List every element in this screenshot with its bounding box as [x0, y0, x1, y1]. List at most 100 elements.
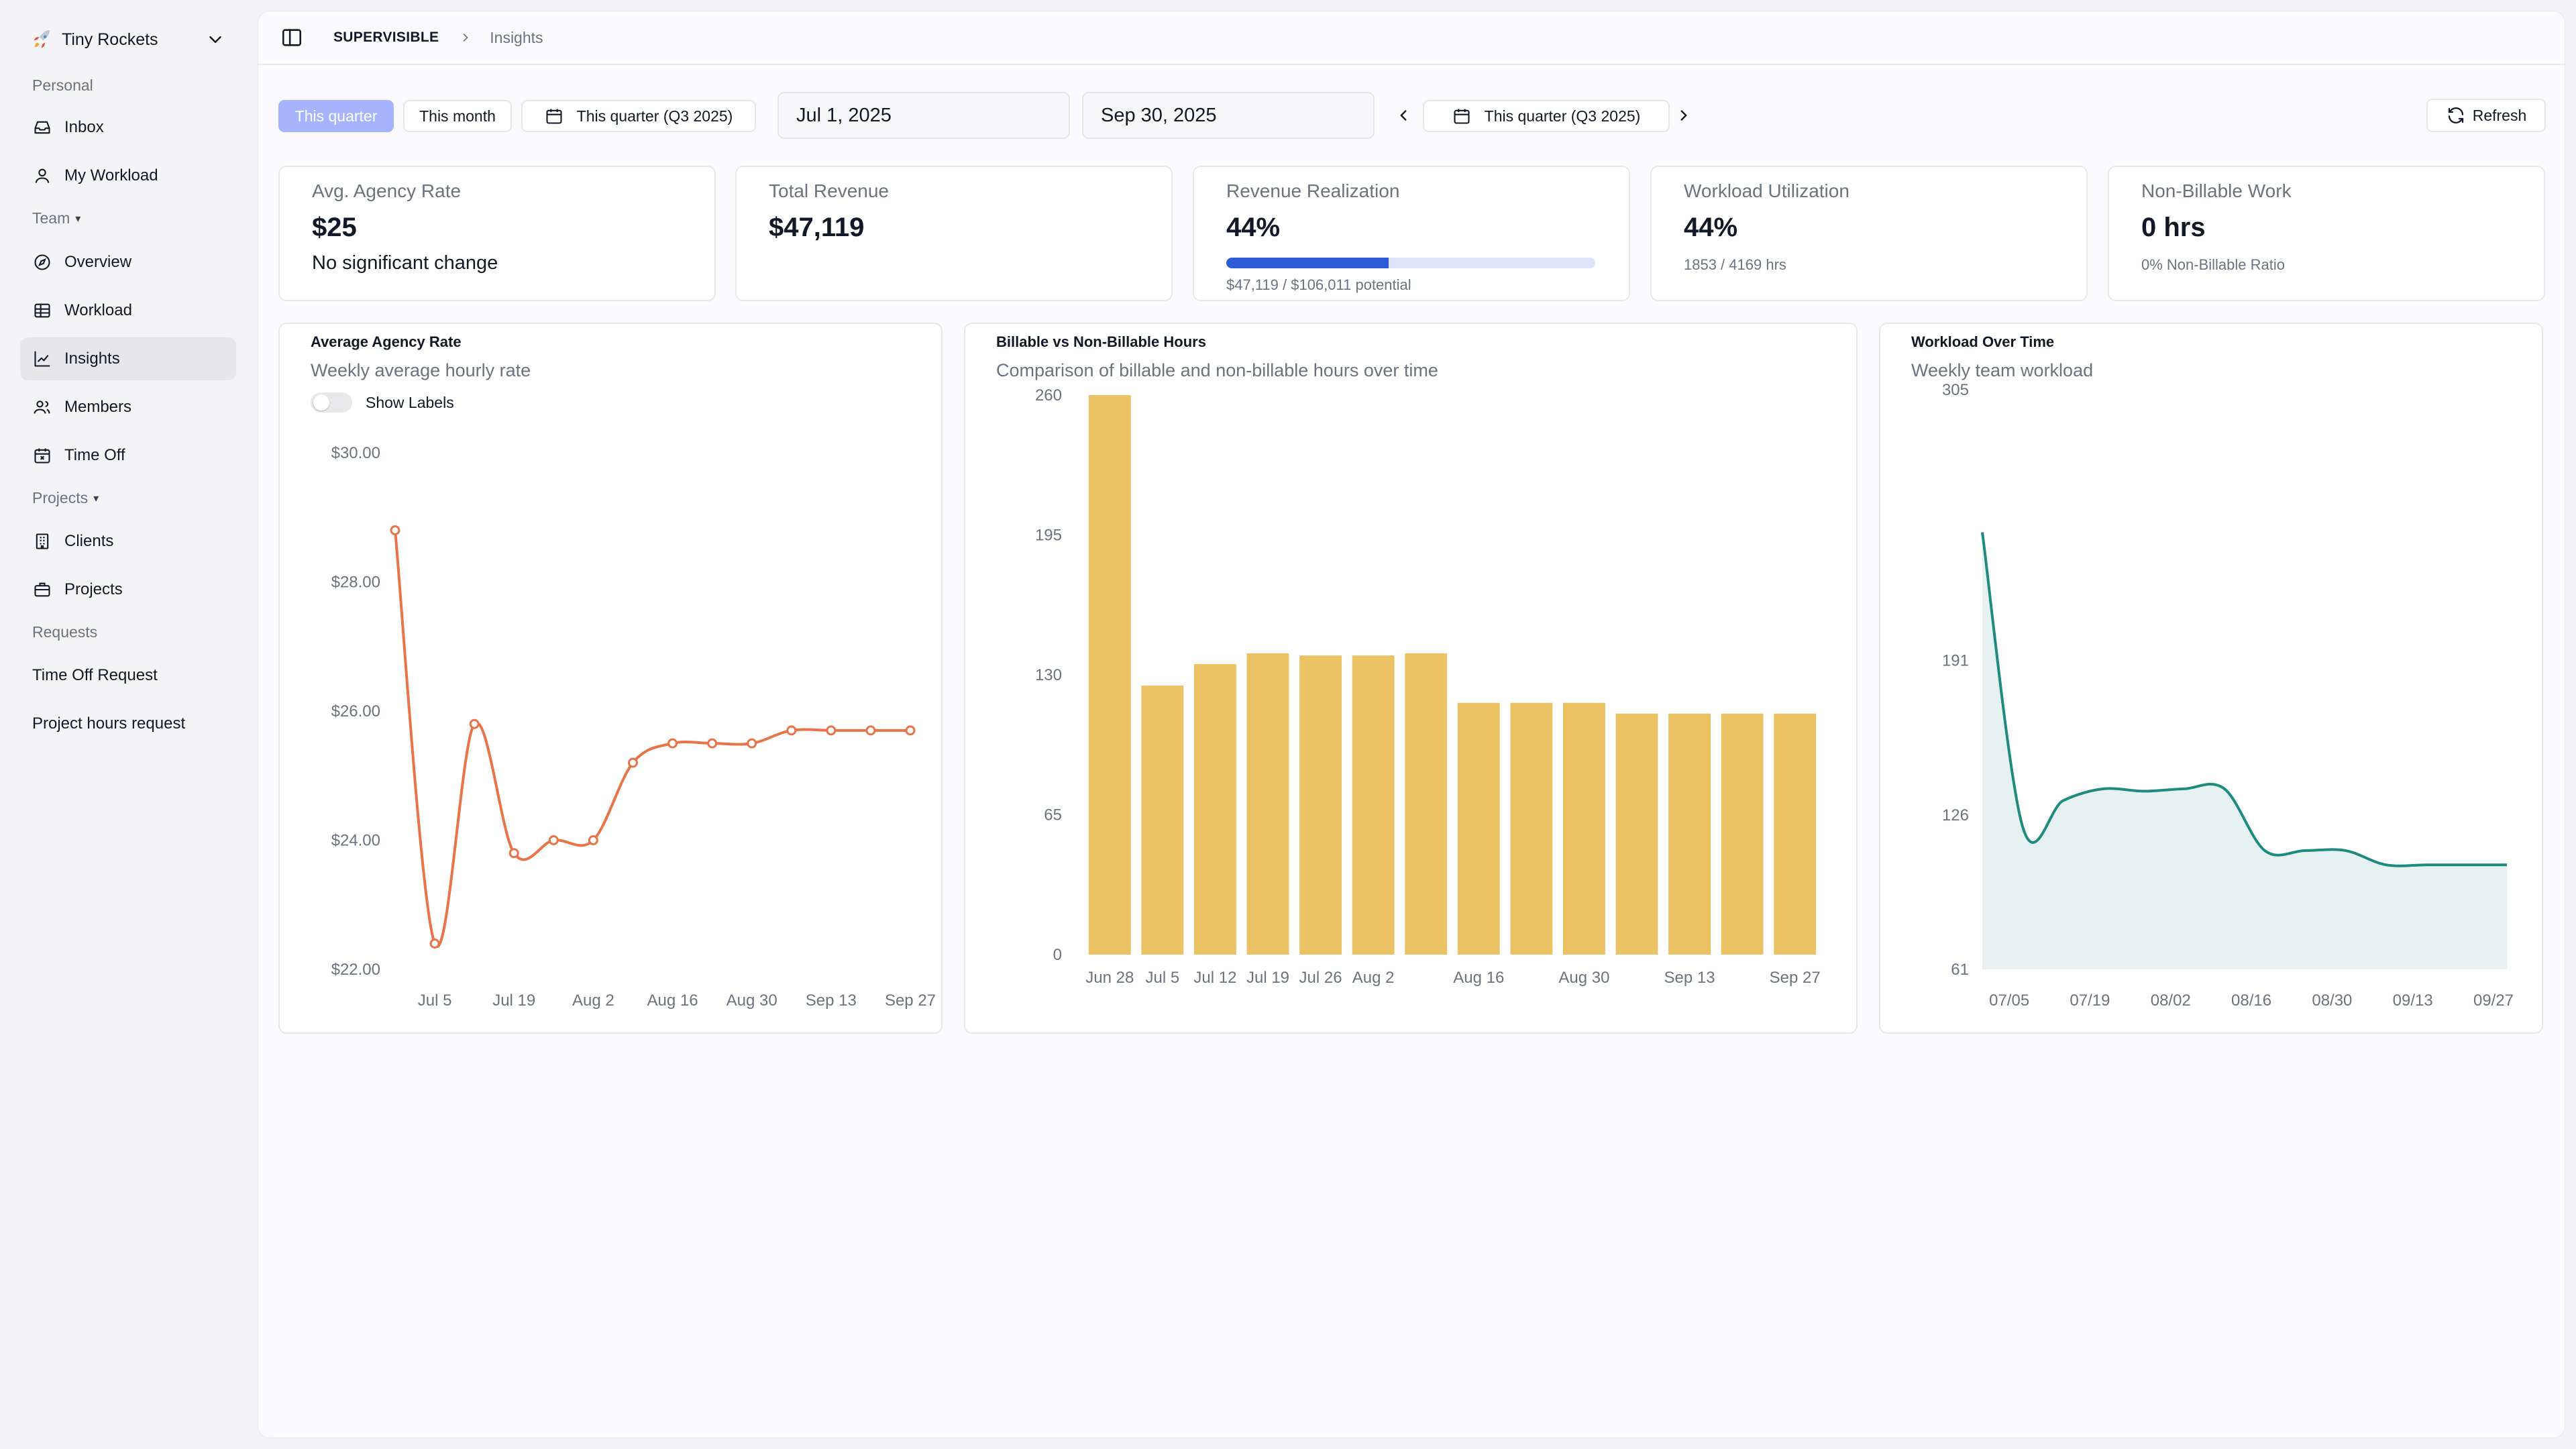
- y-tick-label: $30.00: [331, 444, 380, 462]
- x-tick-label: 07/19: [2070, 991, 2110, 1010]
- sidebar: Tiny Rockets Personal Inbox My Workload …: [0, 0, 258, 1449]
- kpi-detail: 0% Non-Billable Ratio: [2141, 256, 2285, 273]
- sidebar-item-members[interactable]: Members: [20, 386, 236, 429]
- x-tick-label: Aug 16: [647, 991, 698, 1010]
- y-tick-label: 195: [1035, 527, 1062, 545]
- y-tick-label: $28.00: [331, 574, 380, 592]
- section-requests-label: Requests: [32, 623, 98, 641]
- workload-line: [1981, 532, 2507, 867]
- kpi-title: Avg. Agency Rate: [312, 180, 462, 201]
- kpi-title: Non-Billable Work: [2141, 180, 2292, 201]
- x-tick-label: Aug 2: [572, 991, 614, 1010]
- kpi-non-billable-work: Non-Billable Work 0 hrs 0% Non-Billable …: [2108, 166, 2545, 301]
- bar: [1563, 702, 1605, 955]
- bar: [1774, 713, 1817, 955]
- rate-point: [786, 725, 797, 736]
- briefcase-icon: [32, 580, 52, 600]
- x-tick-label: Jul 12: [1193, 969, 1236, 987]
- period-picker-button[interactable]: This quarter (Q3 2025): [1423, 100, 1670, 132]
- sidebar-item-overview[interactable]: Overview: [20, 241, 236, 284]
- range-picker-label: This quarter (Q3 2025): [576, 107, 733, 125]
- panel-left-icon: [282, 29, 302, 46]
- sidebar-item-insights[interactable]: Insights: [20, 337, 236, 380]
- y-tick-label: $22.00: [331, 961, 380, 979]
- previous-period-button[interactable]: [1393, 105, 1413, 125]
- rate-point: [508, 848, 519, 859]
- this-quarter-button[interactable]: This quarter: [278, 100, 394, 132]
- range-picker-button[interactable]: This quarter (Q3 2025): [521, 100, 756, 132]
- sidebar-item-label: Time Off Request: [32, 666, 158, 684]
- y-tick-label: 61: [1951, 961, 1969, 979]
- end-date-input[interactable]: [1082, 92, 1375, 139]
- this-month-button[interactable]: This month: [403, 100, 512, 132]
- date-toolbar: This quarter This month This quarter (Q3…: [278, 92, 2546, 139]
- sidebar-item-label: Insights: [64, 350, 120, 368]
- caret-down-icon: ▾: [75, 213, 81, 225]
- bar: [1194, 663, 1236, 955]
- kpi-note: No significant change: [312, 252, 498, 274]
- chart-subtitle: Weekly team workload: [1911, 360, 2094, 380]
- sidebar-item-clients[interactable]: Clients: [20, 520, 236, 563]
- x-tick-label: Jul 5: [418, 991, 452, 1010]
- sidebar-item-project-hours-request[interactable]: Project hours request: [20, 702, 236, 745]
- x-tick-label: Jul 19: [1246, 969, 1289, 987]
- compass-icon: [32, 252, 52, 272]
- toggle-sidebar-button[interactable]: [278, 24, 305, 51]
- billable-hours-bar-chart: 260 195 130 65 0 Jun 28 Jul 5 Jul 12 Jul 19 Jul 2…: [1035, 386, 1821, 987]
- kpi-total-revenue: Total Revenue $47,119: [735, 166, 1173, 301]
- x-tick-label: Jun 28: [1085, 969, 1134, 987]
- sidebar-item-time-off-request[interactable]: Time Off Request: [20, 654, 236, 697]
- workload-area: [1982, 532, 2507, 969]
- chevron-right-icon: [1680, 110, 1687, 121]
- workload-area-chart: 305 191 126 61 07/05 07/19 08/02 08/16 08/30 09/1…: [1942, 381, 2514, 1010]
- rate-point: [588, 835, 598, 845]
- x-tick-label: Aug 16: [1453, 969, 1504, 987]
- rate-point: [627, 757, 638, 768]
- sidebar-item-label: Members: [64, 398, 132, 416]
- sidebar-item-my-workload[interactable]: My Workload: [20, 154, 236, 197]
- y-tick-label: $26.00: [331, 702, 380, 720]
- section-team[interactable]: Team ▾: [32, 209, 80, 227]
- kpi-detail: 1853 / 4169 hrs: [1684, 256, 1786, 273]
- kpi-workload-utilization: Workload Utilization 44% 1853 / 4169 hrs: [1650, 166, 2088, 301]
- bar: [1721, 713, 1764, 955]
- y-tick-label: $24.00: [331, 832, 380, 850]
- sidebar-item-projects[interactable]: Projects: [20, 568, 236, 611]
- x-tick-label: Jul 5: [1146, 969, 1180, 987]
- y-tick-label: 305: [1942, 381, 1969, 399]
- calendar-x-icon: [32, 445, 52, 466]
- x-tick-label: Sep 13: [806, 991, 857, 1010]
- x-tick-label: 09/13: [2393, 991, 2433, 1010]
- sidebar-item-inbox[interactable]: Inbox: [20, 106, 236, 149]
- x-tick-label: 09/27: [2473, 991, 2514, 1010]
- agency-rate-line-chart: $30.00 $28.00 $26.00 $24.00 $22.00 Jul 5 Jul 1…: [331, 444, 936, 1010]
- sidebar-item-label: Inbox: [64, 118, 104, 136]
- workspace-switcher[interactable]: Tiny Rockets: [20, 20, 236, 59]
- refresh-label: Refresh: [2472, 106, 2527, 124]
- sidebar-item-workload[interactable]: Workload: [20, 289, 236, 332]
- sidebar-item-label: Projects: [64, 580, 123, 598]
- bar: [1615, 713, 1658, 955]
- this-quarter-label: This quarter: [294, 107, 378, 125]
- start-date-input[interactable]: [777, 92, 1070, 139]
- x-tick-label: Jul 26: [1299, 969, 1342, 987]
- section-projects[interactable]: Projects ▾: [32, 489, 99, 507]
- bar: [1088, 395, 1131, 955]
- breadcrumb-root[interactable]: SUPERVISIBLE: [333, 30, 439, 45]
- x-tick-label: 08/16: [2231, 991, 2271, 1010]
- next-period-button[interactable]: [1674, 105, 1694, 125]
- kpi-value: 44%: [1684, 213, 1738, 242]
- chart-title: Workload Over Time: [1911, 333, 2055, 350]
- y-tick-label: 260: [1035, 386, 1062, 405]
- show-labels-toggle[interactable]: [311, 392, 352, 413]
- breadcrumb-current: Insights: [490, 28, 543, 46]
- rate-point: [469, 718, 480, 729]
- kpi-title: Workload Utilization: [1684, 180, 1849, 201]
- sidebar-item-time-off[interactable]: Time Off: [20, 434, 236, 477]
- sidebar-item-label: Project hours request: [32, 714, 186, 733]
- section-requests: Requests: [32, 623, 97, 641]
- kpi-revenue-realization: Revenue Realization 44% $47,119 / $106,0…: [1193, 166, 1630, 301]
- y-tick-label: 0: [1053, 946, 1062, 964]
- refresh-button[interactable]: Refresh: [2426, 99, 2546, 132]
- chevron-down-icon: [209, 36, 221, 43]
